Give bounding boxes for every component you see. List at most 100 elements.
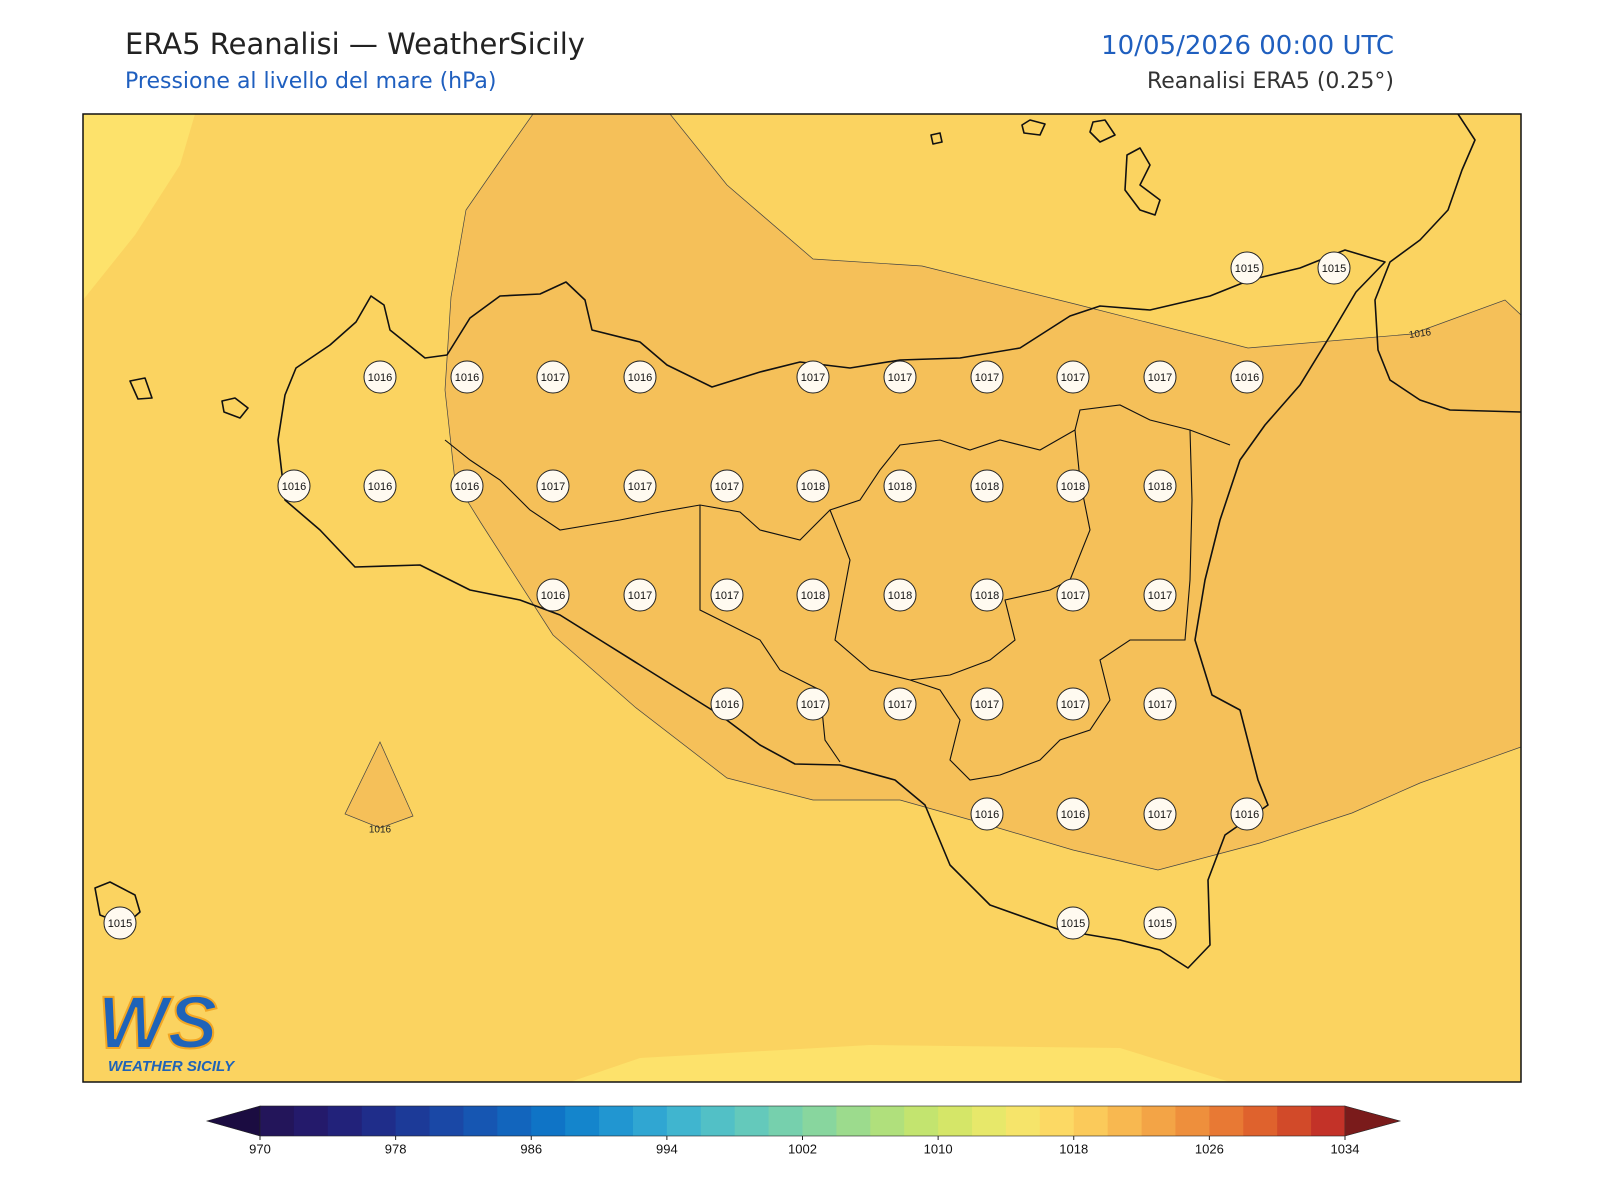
station: 1016 xyxy=(1056,797,1090,831)
colorbar-tick-label: 1018 xyxy=(1059,1141,1088,1156)
station-value: 1017 xyxy=(541,481,565,493)
station: 1016 xyxy=(1230,360,1264,394)
station-marker xyxy=(1056,469,1090,503)
station-marker xyxy=(623,469,657,503)
colorbar-bin xyxy=(531,1106,566,1136)
colorbar-bin xyxy=(1107,1106,1143,1136)
province-border xyxy=(444,404,1231,781)
station: 1015 xyxy=(1230,251,1264,285)
station-marker xyxy=(796,360,830,394)
colorbar-bin xyxy=(734,1106,770,1136)
station-marker xyxy=(536,578,570,612)
station: 1015 xyxy=(1056,906,1090,940)
station-value: 1017 xyxy=(975,372,999,384)
colorbar-bin xyxy=(666,1106,702,1136)
station-marker xyxy=(710,687,744,721)
colorbar-bin xyxy=(429,1106,464,1136)
station-value: 1016 xyxy=(1235,372,1259,384)
station-value: 1018 xyxy=(801,590,825,602)
logo-name: WEATHER SICILY xyxy=(108,1058,236,1075)
station-marker xyxy=(277,469,311,503)
station-marker xyxy=(1056,578,1090,612)
station-marker xyxy=(1143,360,1177,394)
station-marker xyxy=(883,578,917,612)
station: 1017 xyxy=(796,360,830,394)
colorbar-bin xyxy=(1243,1106,1278,1136)
station: 1017 xyxy=(1143,797,1177,831)
station-value: 1017 xyxy=(1061,590,1085,602)
colorbar-bin xyxy=(1277,1106,1312,1136)
station: 1015 xyxy=(1143,906,1177,940)
colorbar-bin xyxy=(1175,1106,1210,1136)
station: 1015 xyxy=(1317,251,1351,285)
station: 1018 xyxy=(970,578,1004,612)
colorbar-bin xyxy=(972,1106,1007,1136)
station-value: 1017 xyxy=(541,372,565,384)
map-frame xyxy=(82,113,1522,1083)
station-marker xyxy=(1143,797,1177,831)
station-marker xyxy=(970,578,1004,612)
contour-label: 1016 xyxy=(369,825,392,836)
station-value: 1017 xyxy=(1061,699,1085,711)
station-value: 1016 xyxy=(975,809,999,821)
colorbar-bin xyxy=(1073,1106,1109,1136)
station-value: 1018 xyxy=(975,590,999,602)
station-marker xyxy=(623,578,657,612)
station-marker xyxy=(970,469,1004,503)
colorbar-bin xyxy=(361,1106,397,1136)
station: 1017 xyxy=(710,578,744,612)
station-value: 1017 xyxy=(1148,590,1172,602)
station: 1017 xyxy=(1143,360,1177,394)
coastline xyxy=(1374,114,1521,413)
station-marker xyxy=(883,469,917,503)
station: 1018 xyxy=(796,469,830,503)
station-value: 1017 xyxy=(888,699,912,711)
colorbar-bin xyxy=(293,1106,329,1136)
station: 1017 xyxy=(796,687,830,721)
colorbar-bin xyxy=(870,1106,905,1136)
station-marker xyxy=(796,469,830,503)
colorbar-bin xyxy=(1209,1106,1244,1136)
colorbar-tick-label: 978 xyxy=(385,1141,407,1156)
colorbar-bin xyxy=(260,1106,295,1136)
station-marker xyxy=(970,797,1004,831)
station-marker xyxy=(623,360,657,394)
station: 1016 xyxy=(1230,797,1264,831)
station-value: 1015 xyxy=(108,918,132,930)
contour-labels: 1016 1016 xyxy=(369,327,1432,836)
station: 1017 xyxy=(970,687,1004,721)
station: 1017 xyxy=(536,469,570,503)
station-value: 1017 xyxy=(628,481,652,493)
station-marker xyxy=(1056,797,1090,831)
station-marker xyxy=(796,578,830,612)
station-value: 1018 xyxy=(1061,481,1085,493)
station: 1017 xyxy=(623,578,657,612)
station-value: 1018 xyxy=(801,481,825,493)
station-value: 1018 xyxy=(1148,481,1172,493)
station-marker xyxy=(536,469,570,503)
station-marker xyxy=(363,360,397,394)
station: 1017 xyxy=(970,360,1004,394)
colorbar-bin xyxy=(1005,1106,1041,1136)
station-value: 1017 xyxy=(1148,699,1172,711)
logo-mark: WS xyxy=(98,981,217,1064)
station-value: 1016 xyxy=(628,372,652,384)
station-value: 1018 xyxy=(888,590,912,602)
station-marker xyxy=(1056,360,1090,394)
station: 1016 xyxy=(363,469,397,503)
subtitle: Pressione al livello del mare (hPa) xyxy=(125,69,496,94)
station-value: 1018 xyxy=(975,481,999,493)
stations: 1015 1015 1016 1016 1017 1016 1017 1017 1017 1017… xyxy=(103,251,1351,940)
colorbar-tick-label: 1010 xyxy=(924,1141,953,1156)
station-value: 1017 xyxy=(975,699,999,711)
station-value: 1016 xyxy=(455,372,479,384)
contour-region xyxy=(344,741,414,829)
colorbar-bin xyxy=(836,1106,871,1136)
colorbar-tick-label: 970 xyxy=(249,1141,271,1156)
station-marker xyxy=(1143,906,1177,940)
colorbar-bin xyxy=(565,1106,600,1136)
station-value: 1015 xyxy=(1148,918,1172,930)
colorbar-bin xyxy=(1039,1106,1075,1136)
station: 1017 xyxy=(1056,360,1090,394)
